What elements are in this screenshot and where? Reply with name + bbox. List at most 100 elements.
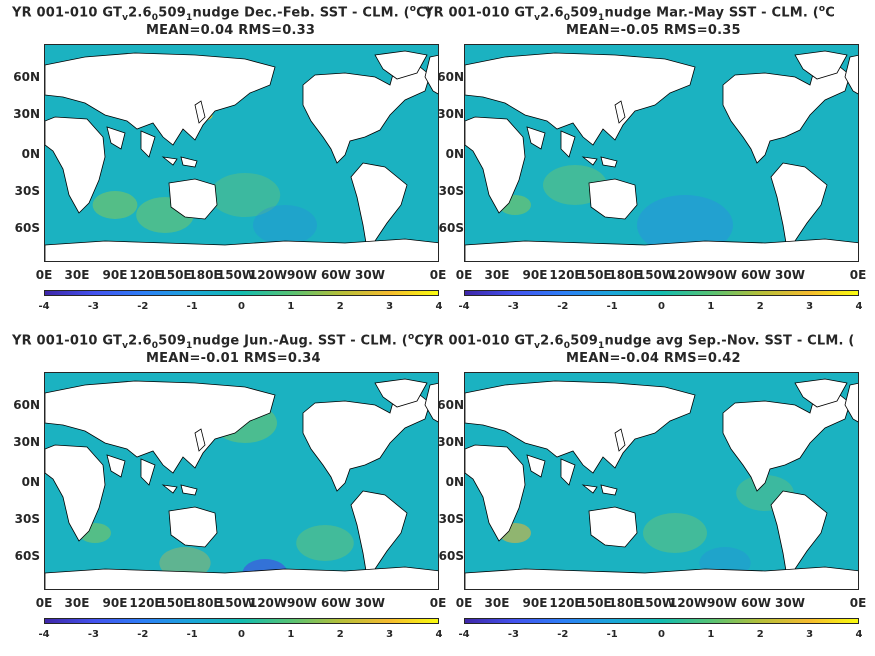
latitude-label: 0N [445,147,464,161]
panel-title: YR 001-010 GTv2.605091nudge Jun.-Aug. SS… [12,332,430,351]
colorbar-tick-label: -1 [606,301,618,312]
colorbar-tick-label: -3 [507,301,519,312]
latitude-label: 60N [13,70,40,84]
title-part: nudge Jun.-Aug. SST - CLM. ( [192,333,408,349]
landmass [614,428,626,452]
title-part: YR 001-010 GT [12,333,123,349]
title-part: C) [416,5,433,21]
title-part: 1 [186,12,193,23]
longitude-label: 150E [578,268,612,282]
longitude-label: 30E [484,268,510,282]
anomaly-patch [253,205,317,245]
colorbar-tick-label: -1 [186,301,198,312]
title-part: 509 [158,5,186,21]
landmass [465,52,696,146]
colorbar-tick-label: 2 [336,301,344,312]
title-part: 2.6 [540,5,564,21]
colorbar-tick-label: 1 [707,301,715,312]
title-part: 2.6 [540,333,564,349]
landmass [45,116,106,214]
longitude-label: 180E [188,596,222,610]
latitude-label: 30N [437,435,464,449]
landmass [194,428,206,452]
landmass [45,238,438,261]
latitude-label: 0N [445,475,464,489]
landmass [302,390,431,492]
colorbar-tick-label: 0 [238,301,245,312]
longitude-label: 120W [668,268,708,282]
landmass [161,156,198,168]
landmass [374,378,428,408]
landmass [526,126,576,158]
latitude-label: 60S [14,549,40,563]
panel-title: YR 001-010 GTv2.605091nudge Dec.-Feb. SS… [12,4,432,23]
colorbar-tick-label: -1 [186,629,198,640]
longitude-label: 0E [455,596,473,610]
longitude-label: 60W [741,596,771,610]
latitude-label: 60N [13,398,40,412]
landmass [722,62,851,164]
longitude-label: 90E [102,268,128,282]
title-part: 1 [186,340,193,351]
anomaly-patch [92,191,138,219]
map-canvas [465,45,858,261]
map-canvas [45,373,438,589]
title-part: 1 [598,12,605,23]
landmass [581,156,618,168]
colorbar-tick-label: 4 [855,629,863,640]
colorbar-tick-label: -2 [557,629,569,640]
title-part: nudge avg Sep.-Nov. SST - CLM. ( [604,333,855,349]
panel-stats: MEAN=-0.01 RMS=0.34 [146,351,321,366]
anomaly-patch [637,195,733,255]
colorbar-tick-label: -2 [557,301,569,312]
longitude-label: 180E [608,596,642,610]
colorbar-tick-label: -3 [507,629,519,640]
sst-anomaly-map [44,372,439,590]
title-part: o [409,4,417,14]
longitude-label: 150W [216,268,256,282]
colorbar-tick-label: 2 [336,629,344,640]
landmass [302,62,431,164]
colorbar-tick-label: 0 [658,629,665,640]
latitude-label: 30N [13,107,40,121]
longitude-label: 120E [129,268,163,282]
longitude-label: 90E [522,596,548,610]
latitude-label: 60S [14,221,40,235]
title-part: v [122,12,129,23]
title-part: 509 [570,5,598,21]
latitude-label: 30S [438,512,464,526]
landmass [614,100,626,124]
title-part: YR 001-010 GT [12,5,123,21]
longitude-label: 30E [64,596,90,610]
longitude-label: 150W [636,596,676,610]
landmass [465,116,526,214]
longitude-label: 60W [741,268,771,282]
longitude-label: 30W [355,596,385,610]
colorbar-tick-label: -2 [137,301,149,312]
map-panel: YR 001-010 GTv2.605091nudge avg Sep.-Nov… [420,328,866,656]
colorbar [464,618,859,624]
landmass [106,454,156,486]
landmass [465,566,858,589]
longitude-label: 0E [429,596,447,610]
landmass [374,50,428,80]
latitude-label: 60N [437,70,464,84]
landmass [794,378,848,408]
colorbar-tick-label: -4 [458,629,470,640]
landmass [588,178,638,220]
landmass [526,454,576,486]
title-part: 0 [151,12,159,23]
longitude-label: 150E [158,268,192,282]
title-part: nudge Mar.-May SST - CLM. ( [604,5,819,21]
map-canvas [465,373,858,589]
landmass [161,484,198,496]
colorbar-tick-label: -4 [458,301,470,312]
longitude-label: 120W [248,268,288,282]
longitude-label: 90E [102,596,128,610]
longitude-label: 120E [129,596,163,610]
colorbar-tick-label: -3 [87,629,99,640]
longitude-label: 30W [355,268,385,282]
latitude-label: 30S [14,184,40,198]
colorbar [464,290,859,296]
panel-title: YR 001-010 GTv2.605091nudge Mar.-May SST… [424,4,835,23]
